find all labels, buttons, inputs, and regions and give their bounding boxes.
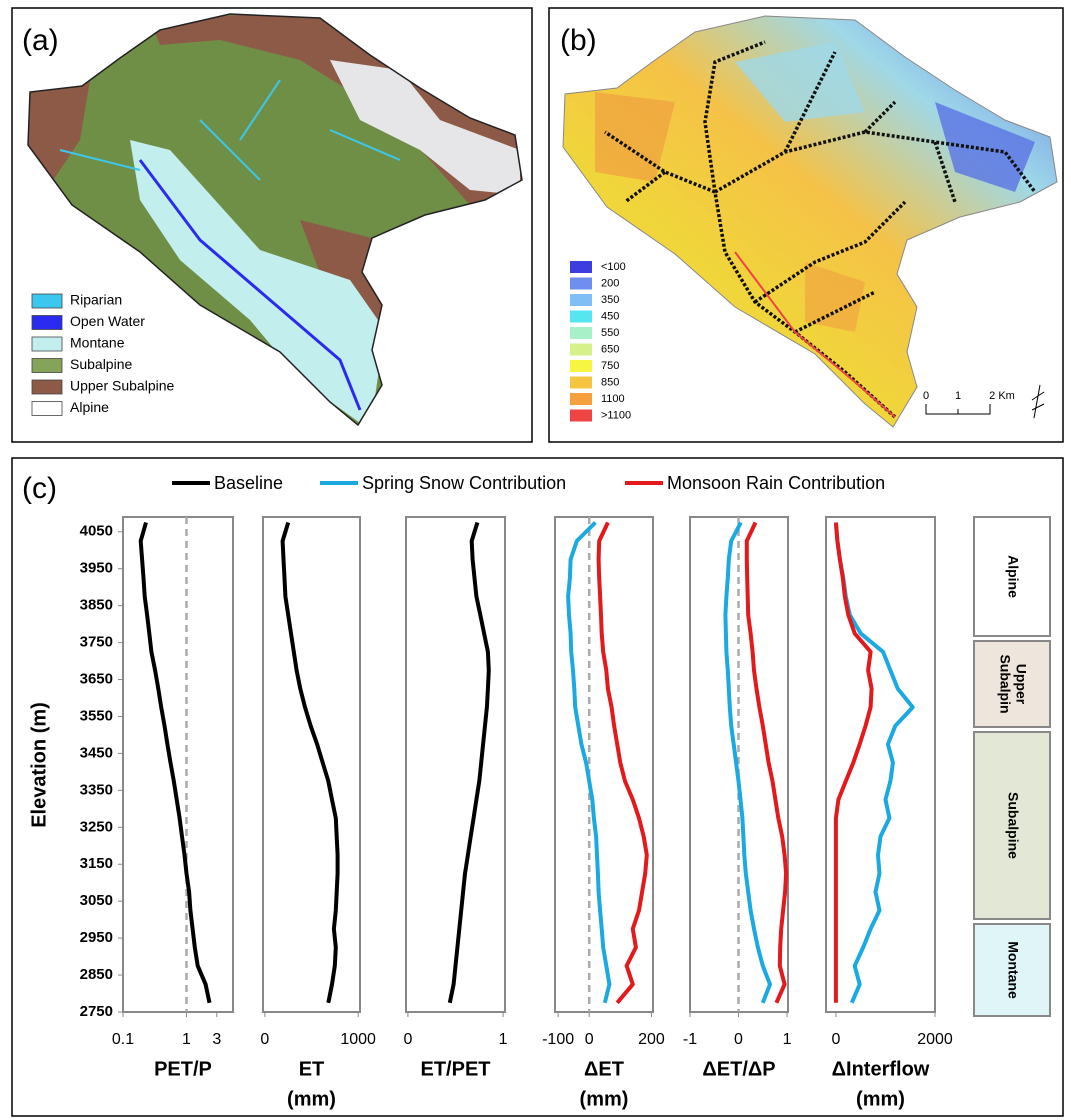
legend-swatch <box>570 294 592 306</box>
legend-label: Riparian <box>70 292 122 308</box>
legend-swatch <box>570 393 592 405</box>
panel-label: (c) <box>22 472 57 505</box>
legend-label: Monsoon Rain Contribution <box>667 473 885 493</box>
legend-label: >1100 <box>601 409 631 421</box>
legend-swatch <box>570 344 592 356</box>
legend-swatch <box>570 360 592 372</box>
legend-swatch <box>570 261 592 273</box>
legend-swatch <box>32 337 62 351</box>
y-tick-label: 3650 <box>80 671 113 688</box>
x-axis-label: ΔET <box>584 1058 624 1080</box>
legend-label: Baseline <box>214 473 283 493</box>
legend-label: 350 <box>601 294 619 306</box>
legend-label: 850 <box>601 376 619 388</box>
x-axis-label: ET/PET <box>420 1058 490 1080</box>
legend-label: 450 <box>601 310 619 322</box>
legend-label: 1100 <box>601 393 625 405</box>
x-tick-label: 0 <box>585 1031 594 1048</box>
legend-label: <100 <box>601 261 626 273</box>
x-tick-label: -100 <box>542 1031 574 1048</box>
x-axis-label: ET <box>299 1058 325 1080</box>
x-axis-label: ΔET/ΔP <box>702 1058 775 1080</box>
y-tick-label: 3750 <box>80 634 113 651</box>
legend-label: 650 <box>601 343 619 355</box>
x-axis-label: (mm) <box>856 1088 905 1110</box>
x-tick-label: 0 <box>831 1031 840 1048</box>
legend-swatch <box>570 278 592 290</box>
y-tick-label: 3050 <box>80 892 113 909</box>
panel-label: (b) <box>560 24 597 57</box>
y-tick-label: 3550 <box>80 707 113 724</box>
x-tick-label: 1 <box>182 1031 191 1048</box>
legend-label: Montane <box>70 335 125 351</box>
zone-label: Subalpine <box>1005 792 1021 859</box>
y-tick-label: 3350 <box>80 781 113 798</box>
legend-label: 750 <box>601 360 619 372</box>
figure: (a) (b) 0 1 2 Km (c) Riparian Open Water M… <box>0 0 1071 1120</box>
y-axis-label: Elevation (m) <box>28 702 50 828</box>
y-tick-label: 3950 <box>80 560 113 577</box>
x-tick-label: 3 <box>212 1031 221 1048</box>
y-tick-label: 2850 <box>80 966 113 983</box>
legend-swatch <box>570 327 592 339</box>
scale-label: 1 <box>955 390 961 402</box>
legend-swatch <box>32 402 62 416</box>
x-axis-label: PET/P <box>154 1058 212 1080</box>
zone-label: Alpine <box>1005 555 1021 598</box>
panel-c-frame <box>12 458 1063 1116</box>
legend-label: Subalpine <box>70 356 132 372</box>
legend-label: Upper Subalpine <box>70 378 175 394</box>
legend-swatch <box>570 311 592 323</box>
legend-label: Spring Snow Contribution <box>362 473 566 493</box>
zone-label: Montane <box>1005 941 1021 999</box>
y-tick-label: 3150 <box>80 855 113 872</box>
y-tick-label: 4050 <box>80 523 113 540</box>
panel-label: (a) <box>22 24 59 57</box>
zone-label: Subalpin <box>997 654 1013 713</box>
x-tick-label: 0 <box>403 1031 412 1048</box>
y-tick-label: 3250 <box>80 818 113 835</box>
y-tick-label: 3850 <box>80 597 113 614</box>
legend-swatch <box>570 410 592 422</box>
legend-label: Open Water <box>70 313 145 329</box>
x-axis-label: (mm) <box>287 1088 336 1110</box>
x-tick-label: 1 <box>499 1031 508 1048</box>
y-tick-label: 3450 <box>80 744 113 761</box>
x-tick-label: 200 <box>638 1031 665 1048</box>
x-tick-label: 1000 <box>340 1031 376 1048</box>
legend-swatch <box>32 316 62 330</box>
x-axis-label: ΔInterflow <box>832 1058 930 1080</box>
x-tick-label: 0.1 <box>112 1031 134 1048</box>
x-tick-label: 2000 <box>917 1031 953 1048</box>
legend-swatch <box>32 359 62 373</box>
x-axis-label: (mm) <box>580 1088 629 1110</box>
legend-label: Alpine <box>70 399 109 415</box>
legend-swatch <box>570 377 592 389</box>
legend-label: 550 <box>601 327 619 339</box>
scale-label: 2 Km <box>989 390 1015 402</box>
legend-label: 200 <box>601 277 619 289</box>
legend-swatch <box>32 380 62 394</box>
legend-swatch <box>32 294 62 308</box>
scale-label: 0 <box>923 390 929 402</box>
zone-label: Upper <box>1013 664 1029 705</box>
x-tick-label: -1 <box>683 1031 697 1048</box>
y-tick-label: 2950 <box>80 929 113 946</box>
x-tick-label: 0 <box>734 1031 743 1048</box>
x-tick-label: 1 <box>783 1031 792 1048</box>
y-tick-label: 2750 <box>80 1003 113 1020</box>
x-tick-label: 0 <box>260 1031 269 1048</box>
